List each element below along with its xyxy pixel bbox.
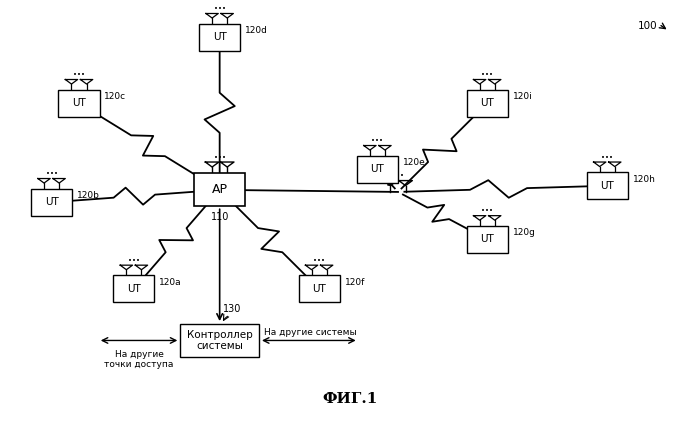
Text: UT: UT	[480, 98, 494, 108]
Bar	[180, 324, 259, 357]
Bar	[587, 172, 628, 199]
Text: 120d: 120d	[245, 26, 268, 35]
Text: 110: 110	[211, 212, 229, 222]
Text: •••: •••	[46, 171, 57, 177]
Text: ФИГ.1: ФИГ.1	[322, 392, 378, 407]
Text: 100: 100	[638, 21, 657, 31]
Text: •••: •••	[392, 173, 404, 179]
Text: 120i: 120i	[512, 92, 532, 101]
Text: UT: UT	[72, 98, 86, 108]
Text: •••: •••	[481, 72, 493, 78]
Text: 130: 130	[223, 304, 242, 314]
Text: 120g: 120g	[512, 228, 536, 237]
Bar	[298, 275, 340, 302]
Text: UT: UT	[370, 164, 384, 174]
Bar	[467, 90, 508, 117]
Text: На другие системы: На другие системы	[264, 328, 357, 337]
Text: UT: UT	[45, 197, 59, 207]
Text: UT: UT	[127, 284, 141, 294]
Text: AP: AP	[211, 184, 228, 196]
Text: UT: UT	[601, 181, 614, 191]
Text: •••: •••	[372, 138, 384, 144]
Text: •••: •••	[73, 72, 85, 78]
Text: •••: •••	[214, 6, 225, 12]
Text: 120a: 120a	[160, 278, 182, 287]
Bar	[357, 156, 398, 183]
Text: 120e: 120e	[402, 158, 426, 167]
Bar	[31, 189, 72, 216]
Bar	[58, 90, 99, 117]
Text: 120b: 120b	[77, 191, 100, 200]
Bar	[199, 24, 240, 51]
Text: •••: •••	[313, 258, 325, 264]
Text: •••: •••	[214, 155, 225, 161]
Text: UT: UT	[213, 32, 227, 42]
Text: Контроллер
системы: Контроллер системы	[187, 330, 253, 351]
Text: •••: •••	[481, 208, 493, 214]
Text: 120h: 120h	[633, 175, 655, 184]
Text: •••: •••	[601, 155, 613, 161]
Text: 120f: 120f	[344, 278, 365, 287]
Bar	[194, 173, 246, 206]
Text: На другие
точки доступа: На другие точки доступа	[104, 349, 174, 369]
Bar	[113, 275, 155, 302]
Text: UT: UT	[480, 234, 494, 244]
Text: •••: •••	[128, 258, 140, 264]
Text: UT: UT	[312, 284, 326, 294]
Text: 120c: 120c	[104, 92, 127, 101]
Bar	[467, 226, 508, 253]
